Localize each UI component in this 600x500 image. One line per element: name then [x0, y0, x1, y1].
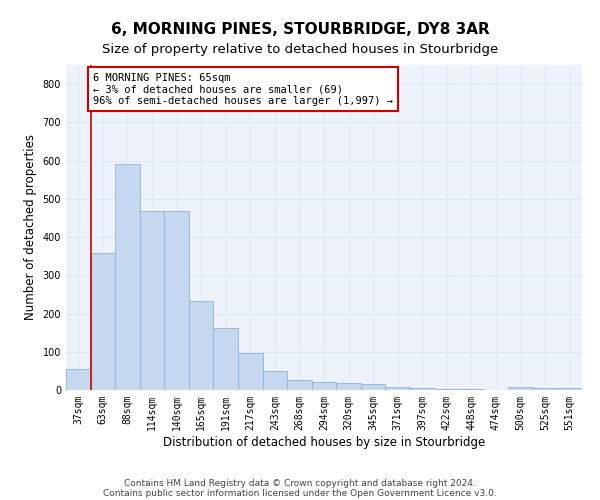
Bar [312, 382, 336, 390]
Bar [434, 389, 459, 390]
Bar [557, 388, 582, 390]
Bar [508, 387, 533, 390]
Bar [189, 302, 214, 390]
Text: Contains public sector information licensed under the Open Government Licence v3: Contains public sector information licen… [103, 488, 497, 498]
Text: 6 MORNING PINES: 65sqm
← 3% of detached houses are smaller (69)
96% of semi-deta: 6 MORNING PINES: 65sqm ← 3% of detached … [93, 72, 393, 106]
Bar [533, 388, 557, 390]
Y-axis label: Number of detached properties: Number of detached properties [24, 134, 37, 320]
X-axis label: Distribution of detached houses by size in Stourbridge: Distribution of detached houses by size … [163, 436, 485, 448]
Bar [410, 388, 434, 390]
Bar [361, 384, 385, 390]
Bar [164, 211, 189, 390]
Text: 6, MORNING PINES, STOURBRIDGE, DY8 3AR: 6, MORNING PINES, STOURBRIDGE, DY8 3AR [110, 22, 490, 38]
Bar [238, 354, 263, 390]
Bar [66, 369, 91, 390]
Bar [91, 253, 115, 390]
Bar [385, 387, 410, 390]
Bar [115, 164, 140, 390]
Bar [336, 383, 361, 390]
Text: Contains HM Land Registry data © Crown copyright and database right 2024.: Contains HM Land Registry data © Crown c… [124, 478, 476, 488]
Bar [140, 211, 164, 390]
Bar [263, 371, 287, 390]
Text: Size of property relative to detached houses in Stourbridge: Size of property relative to detached ho… [102, 42, 498, 56]
Bar [459, 389, 484, 390]
Bar [287, 380, 312, 390]
Bar [214, 328, 238, 390]
